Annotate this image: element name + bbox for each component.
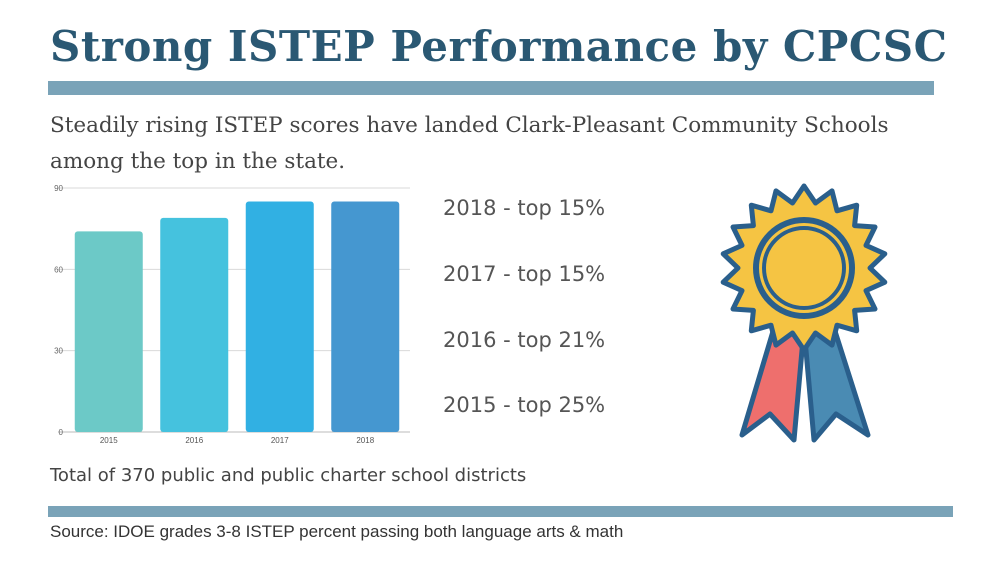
ribbon-tails-icon: [739, 325, 871, 443]
y-tick-label: 0: [59, 428, 64, 437]
bar-2016: [160, 217, 229, 432]
district-total-note: Total of 370 public and public charter s…: [50, 465, 527, 486]
bar-2017: [245, 201, 314, 432]
chart-labels: 0 30 60 90 2015 2016 2017 2018: [54, 184, 375, 445]
award-ribbon-icon: [720, 183, 888, 443]
bar-2015: [74, 231, 143, 432]
page-subtitle: Steadily rising ISTEP scores have landed…: [50, 113, 889, 174]
x-tick-label: 2018: [356, 436, 374, 445]
x-tick-label: 2015: [100, 436, 118, 445]
ranking-2018: 2018 - top 15%: [443, 196, 606, 220]
ranking-2016: 2016 - top 21%: [443, 328, 606, 352]
medal-icon: [720, 183, 888, 353]
y-tick-label: 30: [54, 347, 63, 356]
x-tick-label: 2016: [185, 436, 203, 445]
bar-2018: [331, 201, 400, 432]
source-note: Source: IDOE grades 3-8 ISTEP percent pa…: [50, 522, 624, 541]
page-title: Strong ISTEP Performance by CPCSC: [50, 22, 948, 71]
y-tick-label: 90: [54, 184, 63, 193]
chart-bars: [74, 201, 400, 432]
footer-divider: [48, 506, 953, 517]
ranking-2017: 2017 - top 15%: [443, 262, 606, 286]
title-divider: [48, 81, 934, 95]
y-tick-label: 60: [54, 265, 63, 274]
x-tick-label: 2017: [271, 436, 289, 445]
ranking-2015: 2015 - top 25%: [443, 393, 606, 417]
